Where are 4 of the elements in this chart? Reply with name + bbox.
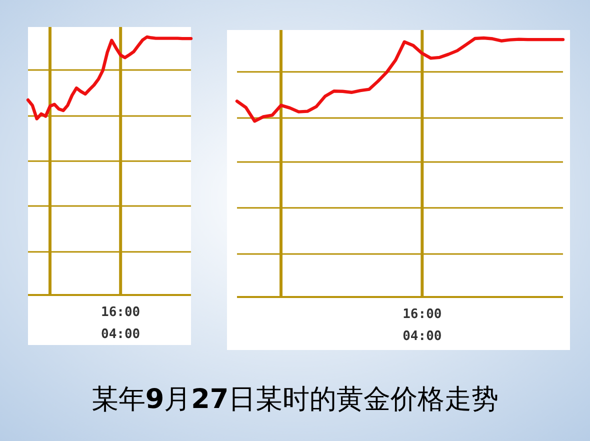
text: 04:00: [101, 327, 140, 342]
text: 16:00: [101, 305, 140, 320]
text: 16:00: [402, 307, 442, 322]
text: 04:00: [402, 329, 442, 344]
